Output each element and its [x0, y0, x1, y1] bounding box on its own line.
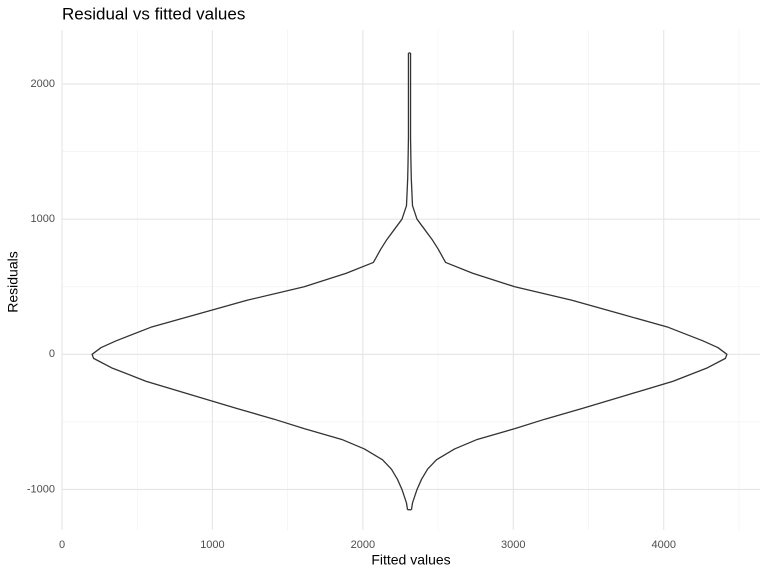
y-tick-label: 1000 [31, 213, 55, 225]
y-tick-label: 2000 [31, 78, 55, 90]
violin-left-outline [91, 52, 410, 510]
x-tick-label: 1000 [200, 539, 224, 551]
x-tick-label: 3000 [501, 539, 525, 551]
y-tick-label: 0 [49, 348, 55, 360]
chart-title: Residual vs fitted values [62, 4, 245, 23]
x-tick-label: 2000 [351, 539, 375, 551]
x-tick-label: 0 [59, 539, 65, 551]
x-axis-title: Fitted values [371, 552, 450, 568]
y-tick-label: -1000 [27, 483, 55, 495]
y-axis-title: Residuals [5, 251, 21, 312]
violin-right-outline [409, 52, 728, 510]
x-tick-label: 4000 [651, 539, 675, 551]
